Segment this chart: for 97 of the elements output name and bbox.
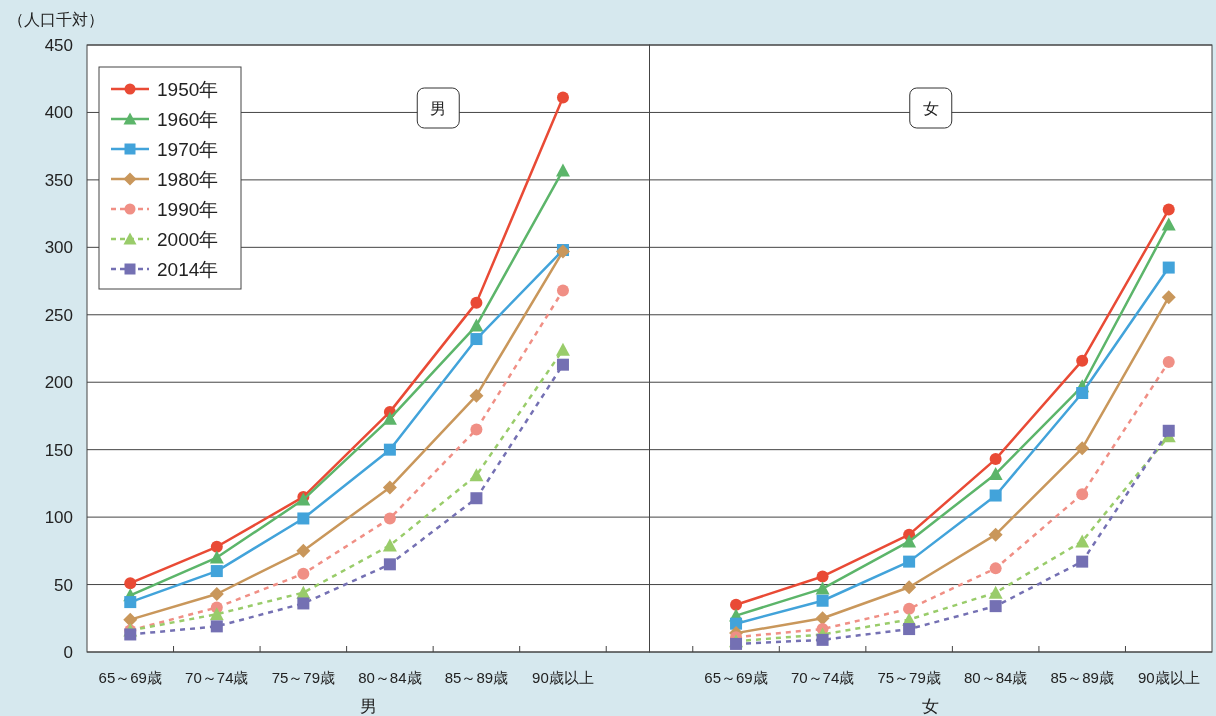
y-tick-label: 450 [44,36,73,55]
point [556,284,569,297]
point [988,527,1003,542]
point [815,611,830,626]
y-tick-label: 400 [44,103,73,123]
y-tick-label: 0 [63,643,73,662]
point [989,489,1002,502]
point [555,163,570,177]
point [124,596,137,609]
point [469,468,484,482]
point [815,581,830,595]
x-tick-label: 80～84歳 [963,669,1028,686]
point [383,512,396,525]
point [383,558,396,571]
point [556,91,569,104]
point [988,585,1003,599]
point [989,600,1002,613]
point [903,602,916,615]
x-tick-label: 90歳以上 [1137,669,1200,686]
annotation: 女 [922,100,939,117]
point [383,443,396,456]
point [470,492,483,505]
y-tick-label: 350 [44,170,73,190]
point [902,580,917,595]
y-tick-label: 100 [44,508,73,528]
legend-label: 1990年 [157,199,219,220]
point [1075,441,1090,456]
point [903,623,916,636]
point [124,628,137,641]
x-tick-label: 70～74歳 [790,669,855,686]
x-tick-label: 65～69歳 [98,669,162,686]
x-tick-label: 70～74歳 [185,669,249,686]
y-tick-label: 200 [44,373,73,393]
point [903,555,916,568]
legend-label: 2000年 [157,229,219,250]
point [1162,261,1175,274]
point [1161,290,1176,305]
point [210,540,223,553]
point [556,358,569,371]
point [989,453,1002,466]
point [297,512,310,525]
point [296,543,311,558]
point [382,538,397,552]
y-tick-label: 300 [44,238,73,258]
point [1076,387,1089,400]
point [1162,424,1175,437]
point [1162,203,1175,216]
point [469,388,484,403]
point [902,534,917,548]
point [210,620,223,633]
point [988,466,1003,480]
x-tick-label: 65～69歳 [704,669,768,686]
point [209,607,224,621]
point [210,565,223,578]
x-tick-label: 75～79歳 [877,669,941,686]
legend-label: 1970年 [157,139,219,160]
legend-label: 1980年 [157,169,219,190]
point [816,570,829,583]
point [470,333,483,346]
point [209,587,224,601]
point [124,577,137,590]
point [1161,217,1176,231]
x-axis-title: 男 [359,697,377,716]
legend-label: 2014年 [157,259,219,280]
point [469,318,484,332]
point [1075,534,1090,548]
legend-label: 1950年 [157,79,219,100]
point [1076,555,1089,568]
point [470,423,483,436]
point [209,550,224,564]
y-tick-label: 150 [44,440,73,460]
point [1076,354,1089,367]
point [816,594,829,607]
point [1076,488,1089,501]
x-tick-label: 90歳以上 [532,669,594,686]
y-axis-title: （人口千対） [8,11,104,28]
point [470,296,483,309]
point [555,342,570,356]
y-tick-label: 50 [54,575,73,595]
point [123,612,138,627]
point [816,633,829,646]
x-tick-label: 75～79歳 [271,669,336,686]
x-tick-label: 85～89歳 [1050,669,1114,686]
annotation: 男 [430,100,447,117]
point [730,617,743,630]
point [989,562,1002,575]
point [382,480,397,495]
point [730,598,743,611]
y-tick-label: 250 [44,305,73,325]
point [297,597,310,610]
point [297,567,310,580]
point [1162,355,1175,368]
x-axis-title: 女 [922,697,940,716]
x-tick-label: 85～89歳 [444,669,509,686]
point [382,411,397,425]
legend-label: 1960年 [157,109,219,130]
x-tick-label: 80～84歳 [358,669,422,686]
